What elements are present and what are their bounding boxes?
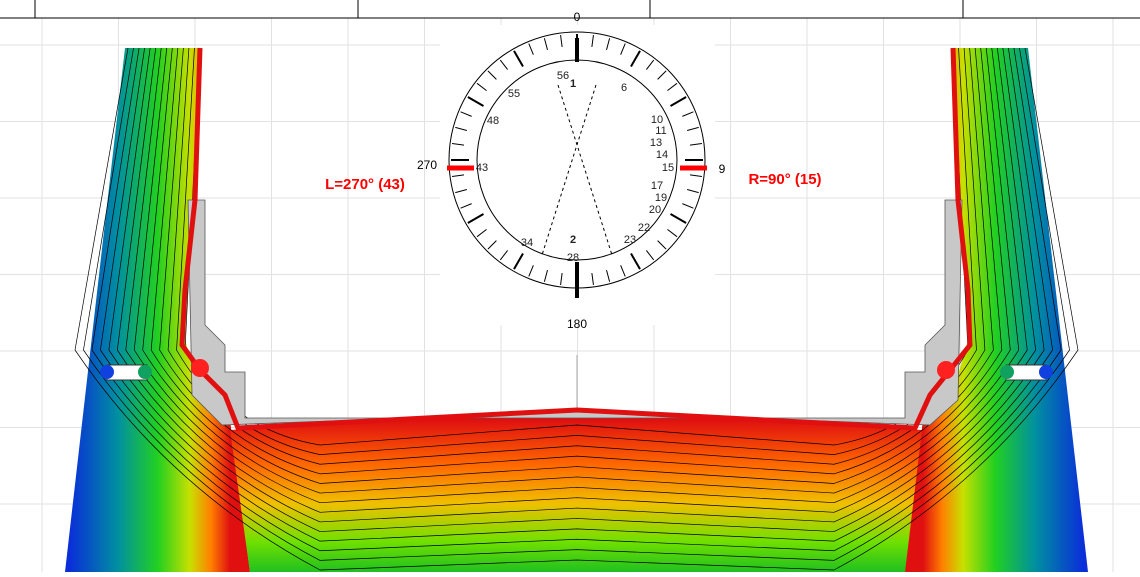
sensor-label: 14	[656, 149, 668, 161]
sensor-label: 23	[624, 234, 636, 246]
dial-tick	[560, 272, 563, 285]
sensor-label: 34	[521, 237, 533, 249]
isotherm	[142, 47, 1011, 494]
sensor-label: 48	[487, 115, 499, 127]
isotherm	[133, 47, 1020, 504]
sensor-label: 55	[508, 88, 520, 100]
dial-tick	[467, 213, 484, 224]
dial-tick	[682, 111, 694, 117]
dial-tick	[455, 126, 468, 131]
top-table	[0, 0, 1140, 19]
right-readout: R=90° (15)	[748, 171, 821, 188]
sensor-label: 19	[655, 192, 667, 204]
isotherm	[150, 47, 1003, 484]
dial-tick	[606, 269, 611, 282]
dial-tick	[657, 70, 667, 80]
sensor-label: 13	[650, 137, 662, 149]
dial-tick	[452, 143, 465, 146]
dial-tick	[513, 253, 524, 270]
dial-tick	[657, 240, 667, 250]
dial-tick	[513, 50, 524, 67]
dial-tick	[543, 38, 548, 51]
dial-tick	[499, 250, 508, 261]
dial-tick	[646, 250, 655, 261]
dial-tick	[620, 265, 626, 277]
sensor-label: 22	[638, 222, 650, 234]
isotherm	[100, 47, 1053, 542]
sensor-label: 6	[621, 82, 627, 94]
isotherm	[125, 47, 1028, 513]
dial-tick	[543, 269, 548, 282]
isotherm	[83, 47, 1070, 561]
dial-top: 0	[574, 10, 581, 24]
isotherm	[74, 47, 1079, 571]
dial-right: 9	[719, 162, 726, 176]
sensor-label: 15	[662, 162, 674, 174]
dial-tick	[452, 174, 465, 177]
thermocouples	[100, 359, 1053, 381]
dial-bottom: 180	[567, 317, 587, 331]
dial-tick	[560, 35, 563, 48]
dial-tick	[689, 143, 702, 146]
isotherm	[116, 47, 1037, 523]
erosion-line	[179, 47, 973, 431]
sensor-label: 11	[655, 125, 666, 137]
dial-tick	[620, 43, 626, 55]
dial-tick	[476, 82, 487, 91]
dial-tick	[467, 96, 484, 107]
left-readout: L=270° (43)	[325, 176, 405, 193]
sensor-label: 43	[476, 162, 488, 174]
sensor-label: 1	[570, 78, 576, 90]
dial: 0 180 270 9 L=270° (43) R=90° (15) 1 2 4…	[325, 10, 821, 331]
dial-tick	[686, 126, 699, 131]
dial-tick	[667, 82, 678, 91]
dial-left: 270	[417, 158, 437, 172]
dial-tick	[528, 265, 534, 277]
dial-tick	[591, 35, 594, 48]
dial-tick	[487, 240, 497, 250]
dial-tick	[460, 111, 472, 117]
dial-tick	[646, 59, 655, 70]
dial-tick	[686, 189, 699, 194]
dial-tick	[682, 203, 694, 209]
dial-tick	[476, 229, 487, 238]
sensor-label: 28	[567, 252, 579, 264]
dial-tick	[670, 213, 687, 224]
dial-tick	[591, 272, 594, 285]
dial-tick	[487, 70, 497, 80]
sensor-label: 20	[649, 204, 661, 216]
dial-tick	[630, 50, 641, 67]
dial-tick	[499, 59, 508, 70]
sensor-label: 56	[557, 70, 569, 82]
dial-tick	[528, 43, 534, 55]
isotherm	[91, 47, 1062, 552]
dial-tick	[630, 253, 641, 270]
dial-tick	[606, 38, 611, 51]
dial-tick	[670, 96, 687, 107]
sensor-label: 10	[651, 114, 663, 126]
dial-tick	[667, 229, 678, 238]
sensor-label: 17	[651, 180, 663, 192]
sensor-label: 2	[570, 234, 576, 246]
dial-tick	[689, 174, 702, 177]
dial-tick	[460, 203, 472, 209]
isotherm	[108, 47, 1045, 532]
dial-tick	[455, 189, 468, 194]
